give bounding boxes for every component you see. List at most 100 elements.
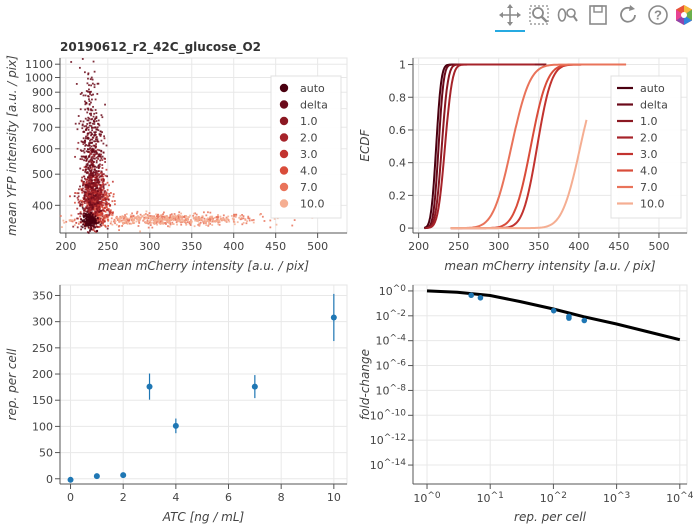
data-point[interactable] <box>67 476 74 483</box>
scatter-point <box>78 122 81 125</box>
scatter-point <box>225 219 227 222</box>
x-tick-label: 450 <box>265 240 286 253</box>
scatter-point <box>92 153 95 156</box>
scatter-point <box>98 204 101 206</box>
data-point[interactable] <box>550 307 557 314</box>
box-zoom-tool-icon[interactable] <box>527 3 551 27</box>
scatter-point <box>82 182 85 185</box>
scatter-point <box>85 165 88 168</box>
scatter-point <box>174 214 177 217</box>
scatter-point <box>101 181 104 184</box>
scatter-point <box>131 212 133 215</box>
data-point[interactable] <box>120 472 127 479</box>
scatter-point <box>241 223 244 226</box>
scatter-point <box>177 217 179 220</box>
scatter-point <box>94 176 96 179</box>
scatter-point <box>97 198 100 201</box>
scatter-point <box>94 185 97 188</box>
scatter-point <box>133 218 136 221</box>
scatter-point <box>160 216 163 219</box>
scatter-point <box>177 220 180 223</box>
data-point[interactable] <box>477 295 484 301</box>
scatter-point <box>101 215 104 218</box>
scatter-point <box>181 220 184 223</box>
scatter-point <box>108 184 110 187</box>
bokeh-hexagon-logo-icon <box>676 5 692 25</box>
scatter-point <box>100 222 103 225</box>
scatter-point <box>82 184 84 187</box>
scatter-point <box>100 150 103 153</box>
data-point[interactable] <box>93 473 100 480</box>
scatter-point <box>88 143 90 146</box>
scatter-point <box>88 117 91 120</box>
scatter-point <box>71 220 74 223</box>
wheel-zoom-tool-icon[interactable] <box>556 3 580 27</box>
scatter-point <box>97 196 100 199</box>
scatter-point <box>102 175 104 178</box>
scatter-point <box>78 221 81 223</box>
pan-tool-icon[interactable] <box>495 3 525 32</box>
scatter-point <box>110 217 113 220</box>
plot-area[interactable] <box>412 284 688 485</box>
scatter-point <box>97 82 100 85</box>
scatter-point <box>83 151 86 154</box>
scatter-point <box>101 220 104 223</box>
scatter-point <box>93 213 96 216</box>
scatter-point <box>89 193 92 196</box>
scatter-point <box>102 193 104 196</box>
scatter-point <box>89 213 92 216</box>
legend-glyph-auto <box>279 83 289 93</box>
scatter-point <box>103 219 106 222</box>
scatter-point <box>111 180 114 183</box>
scatter-point <box>179 214 182 217</box>
scatter-point <box>112 211 114 214</box>
scatter-point <box>82 120 85 123</box>
scatter-point <box>76 128 79 131</box>
scatter-point <box>92 144 95 147</box>
scatter-point <box>82 190 85 193</box>
scatter-point <box>96 213 99 215</box>
svg-text:?: ? <box>654 8 662 23</box>
scatter-point <box>97 216 100 219</box>
data-point[interactable] <box>468 292 474 299</box>
scatter-point <box>85 102 88 105</box>
scatter-point <box>109 222 112 225</box>
scatter-point <box>82 213 85 216</box>
scatter-point <box>90 171 93 173</box>
scatter-point <box>95 223 98 226</box>
fold-change-panel[interactable]: 10^0 10^1 10^2 10^3 10^4 10^0 10^-2 10^-4 10^-6 1… <box>358 284 694 524</box>
scatter-point <box>71 219 74 222</box>
yfp-vs-mcherry-scatter-panel[interactable]: 200 250 300 350 400 450 500 400 500 600 700 800 900 1… <box>5 40 348 273</box>
scatter-point <box>81 191 84 194</box>
ecdf-panel[interactable]: 200 250 300 350 400 450 500 0 0.2 0.4 0.6 0.8 1 mean … <box>358 57 688 273</box>
help-tool-icon[interactable]: ? <box>646 3 670 27</box>
scatter-point <box>79 204 82 207</box>
scatter-point <box>105 198 107 201</box>
bokeh-logo-icon[interactable] <box>672 3 696 27</box>
scatter-point <box>89 153 91 156</box>
data-point[interactable] <box>566 315 572 321</box>
reset-tool-icon[interactable] <box>616 3 640 27</box>
data-point[interactable] <box>172 422 179 429</box>
scatter-point <box>94 140 97 143</box>
data-point[interactable] <box>330 314 337 321</box>
scatter-point <box>89 196 92 198</box>
scatter-point <box>168 218 171 221</box>
scatter-point <box>126 219 129 222</box>
data-point[interactable] <box>251 383 258 390</box>
scatter-point <box>93 86 96 89</box>
save-tool-icon[interactable] <box>586 3 610 27</box>
x-axis-label: ATC [ng / mL] <box>162 510 245 524</box>
data-point[interactable] <box>146 383 153 390</box>
plot-area[interactable] <box>59 284 348 485</box>
scatter-point <box>94 195 96 197</box>
scatter-point <box>99 159 102 162</box>
scatter-point <box>94 226 97 229</box>
scatter-point <box>84 208 86 211</box>
scatter-point <box>84 188 87 191</box>
scatter-point <box>87 72 90 75</box>
data-point[interactable] <box>581 317 588 324</box>
scatter-point <box>131 217 134 220</box>
